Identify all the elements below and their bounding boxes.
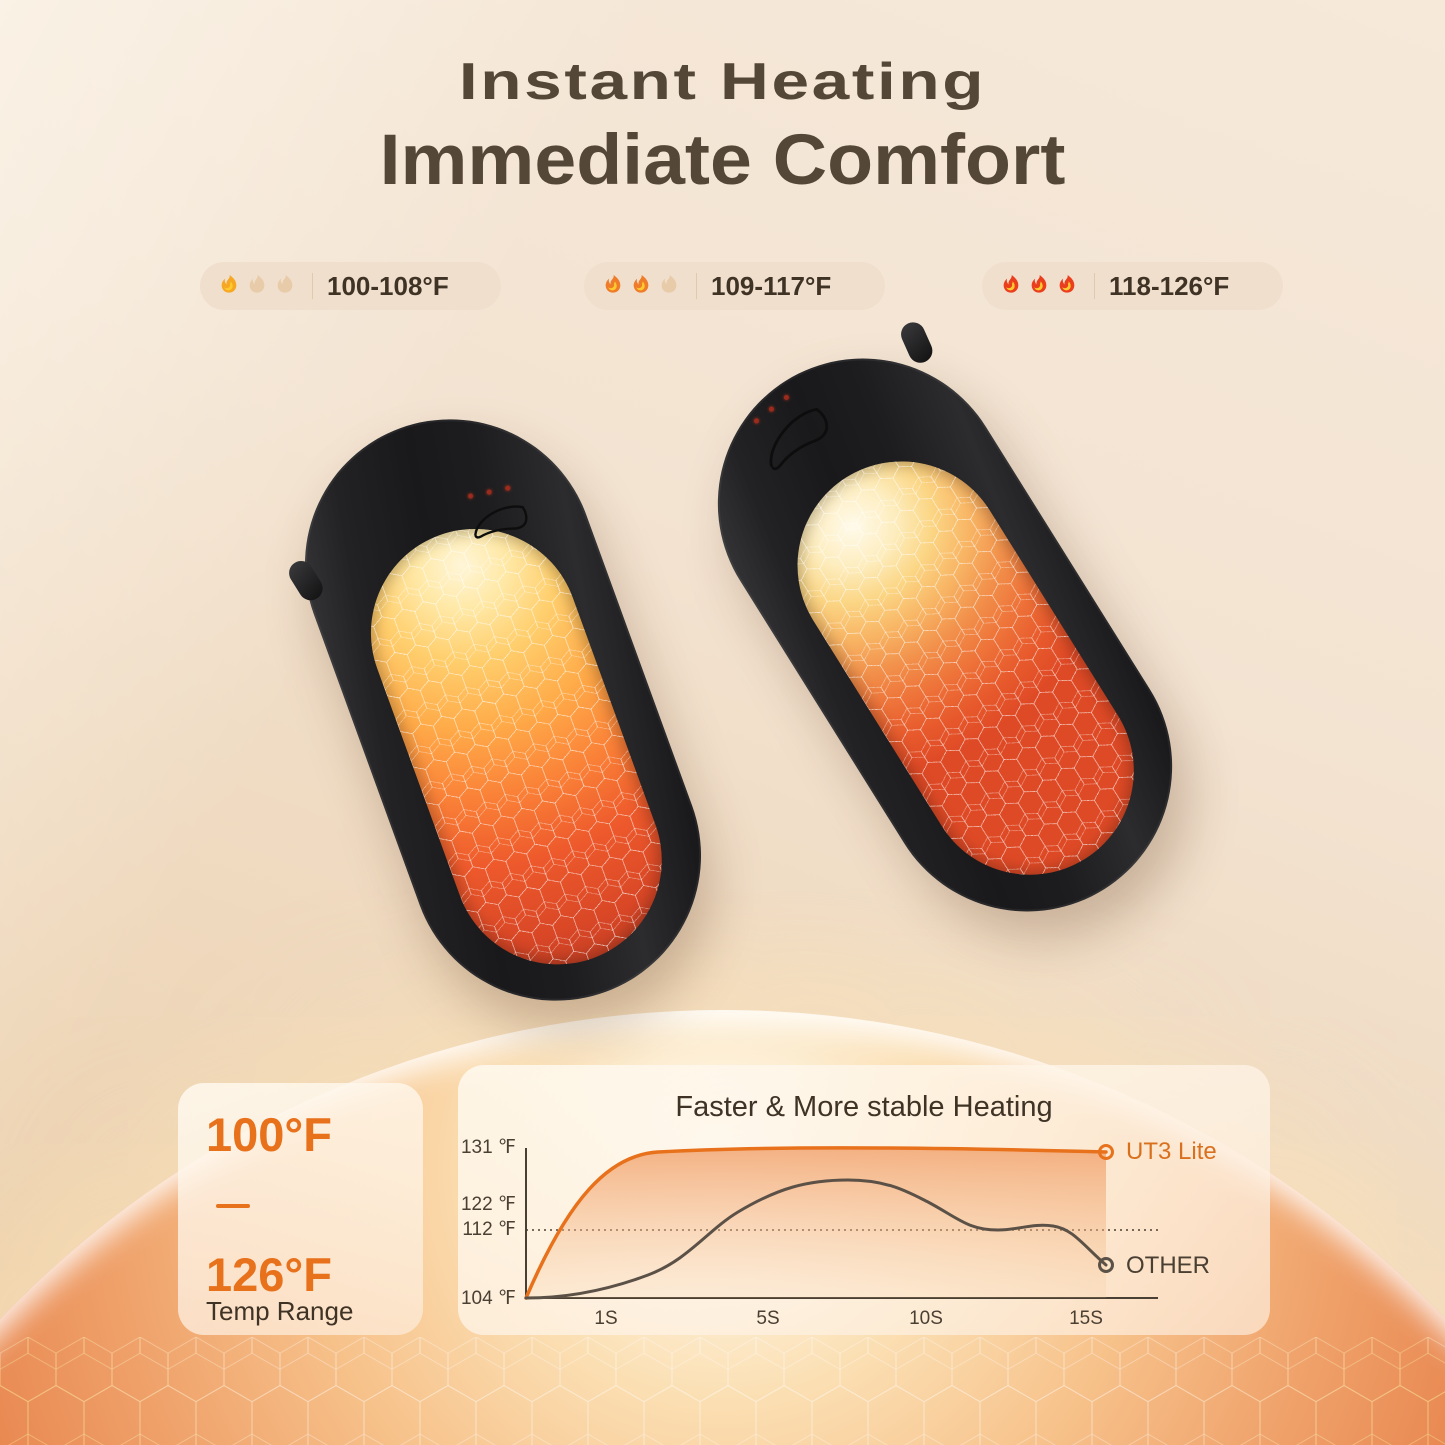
svg-text:UT3 Lite: UT3 Lite [1126, 1138, 1217, 1165]
svg-text:112 ℉: 112 ℉ [462, 1219, 516, 1240]
svg-text:122 ℉: 122 ℉ [461, 1194, 516, 1215]
svg-text:OTHER: OTHER [1126, 1252, 1210, 1279]
svg-text:1S: 1S [594, 1308, 617, 1329]
svg-text:15S: 15S [1069, 1308, 1103, 1329]
svg-text:104 ℉: 104 ℉ [461, 1288, 516, 1309]
svg-text:5S: 5S [756, 1308, 779, 1329]
svg-text:10S: 10S [909, 1308, 943, 1329]
svg-text:131 ℉: 131 ℉ [461, 1137, 516, 1158]
